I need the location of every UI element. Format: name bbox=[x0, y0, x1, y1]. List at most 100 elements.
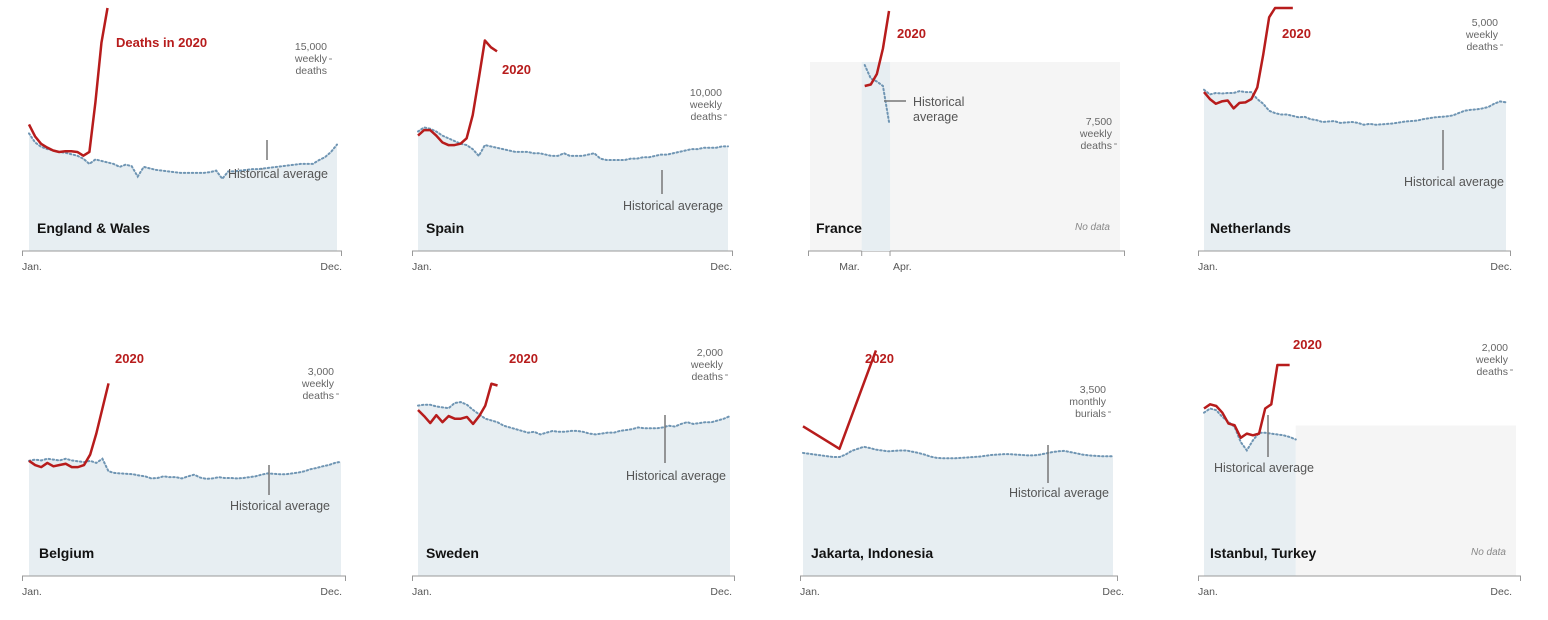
scale-label: weekly bbox=[690, 359, 724, 371]
scale-label: weekly bbox=[689, 99, 723, 111]
x-axis-start-label: Jan. bbox=[412, 586, 432, 598]
historical-average-line bbox=[802, 445, 1114, 460]
scale-label: burials bbox=[1075, 408, 1106, 420]
historical-average-line bbox=[417, 401, 731, 436]
scale-label: deaths bbox=[1476, 366, 1508, 378]
deaths-2020-line bbox=[417, 382, 498, 426]
historical-average-label: Historical average bbox=[228, 167, 328, 181]
scale-label: deaths bbox=[691, 371, 723, 383]
scale-label: weekly bbox=[301, 378, 335, 390]
historical-average-label: Historical average bbox=[1404, 175, 1504, 189]
x-axis-start-label: Jan. bbox=[1198, 586, 1218, 598]
scale-label: deaths bbox=[1466, 41, 1498, 53]
chart-panel: Belgium 2020 3,000 weekly deaths Historical a… bbox=[22, 335, 352, 610]
chart-title: Istanbul, Turkey bbox=[1210, 545, 1317, 561]
scale-label: deaths bbox=[302, 390, 334, 402]
x-axis-end-label: Dec. bbox=[320, 586, 342, 598]
x-axis-end-label: Dec. bbox=[710, 586, 732, 598]
x-axis-start-label: Jan. bbox=[22, 586, 42, 598]
x-axis-start-label: Jan. bbox=[412, 261, 432, 273]
series-label-2020: Deaths in 2020 bbox=[116, 35, 207, 50]
historical-average-label: Historical average bbox=[1214, 461, 1314, 475]
scale-label: 2,000 bbox=[697, 347, 723, 359]
series-label-2020: 2020 bbox=[115, 351, 144, 366]
historical-average-area bbox=[1204, 89, 1506, 251]
series-label-2020: 2020 bbox=[897, 26, 926, 41]
chart-title: Jakarta, Indonesia bbox=[811, 545, 933, 561]
historical-average-label: Historical average bbox=[1009, 486, 1109, 500]
series-label-2020: 2020 bbox=[865, 351, 894, 366]
historical-average-label: Historical average bbox=[623, 199, 723, 213]
no-data-label: No data bbox=[1075, 222, 1110, 233]
chart-panel: Jakarta, Indonesia 2020 3,500 monthly burial… bbox=[800, 335, 1135, 610]
chart-panel: Spain 2020 10,000 weekly deaths Historical av… bbox=[412, 10, 742, 285]
historical-average-line bbox=[28, 132, 338, 181]
historical-average-area bbox=[803, 446, 1113, 576]
chart-panel: Netherlands 2020 5,000 weekly deaths Historic… bbox=[1198, 6, 1528, 285]
scale-label: 2,000 bbox=[1482, 342, 1508, 354]
x-axis-start-label: Jan. bbox=[22, 261, 42, 273]
series-label-2020: 2020 bbox=[509, 351, 538, 366]
historical-average-line bbox=[417, 126, 729, 162]
deaths-2020-line bbox=[28, 383, 110, 469]
historical-average-area bbox=[418, 127, 728, 251]
historical-average-line bbox=[863, 64, 891, 123]
x-axis-band-end-label: Apr. bbox=[893, 261, 912, 273]
deaths-2020-line bbox=[1203, 6, 1293, 110]
historical-average-area bbox=[1204, 408, 1296, 576]
scale-label: deaths bbox=[1080, 140, 1112, 152]
chart-title: Spain bbox=[426, 220, 464, 236]
no-data-region bbox=[1295, 425, 1516, 576]
scale-label: 3,000 bbox=[308, 366, 334, 378]
scale-label: 3,500 bbox=[1080, 384, 1106, 396]
historical-average-area bbox=[418, 402, 730, 576]
scale-label: 10,000 bbox=[690, 87, 722, 99]
deaths-2020-line bbox=[802, 349, 878, 451]
historical-average-area bbox=[29, 458, 341, 576]
historical-average-label: average bbox=[913, 110, 958, 124]
series-label-2020: 2020 bbox=[1282, 26, 1311, 41]
no-data-region bbox=[810, 62, 1120, 251]
chart-title: France bbox=[816, 220, 862, 236]
no-data-label: No data bbox=[1471, 547, 1506, 558]
x-axis-end-label: Dec. bbox=[710, 261, 732, 273]
deaths-2020-line bbox=[864, 10, 891, 88]
data-band bbox=[861, 62, 891, 251]
scale-label: weekly bbox=[1079, 128, 1113, 140]
chart-title: Sweden bbox=[426, 545, 479, 561]
chart-panel: Sweden 2020 2,000 weekly deaths Historical av… bbox=[412, 335, 742, 610]
chart-panel: Istanbul, Turkey 2020 2,000 weekly deaths His… bbox=[1198, 335, 1528, 610]
chart-title: England & Wales bbox=[37, 220, 150, 236]
deaths-2020-line bbox=[1203, 363, 1290, 440]
historical-average-line bbox=[1203, 407, 1297, 453]
scale-label: 5,000 bbox=[1472, 17, 1498, 29]
x-axis-end-label: Dec. bbox=[1490, 261, 1512, 273]
chart-svg: Jakarta, Indonesia 2020 3,500monthlyburial… bbox=[800, 349, 1124, 598]
series-label-2020: 2020 bbox=[1293, 337, 1322, 352]
historical-average-label: Historical average bbox=[626, 469, 726, 483]
historical-average-label: Historical average bbox=[230, 499, 330, 513]
scale-label: weekly bbox=[1465, 29, 1499, 41]
chart-panel: England & Wales Deaths in 2020 15,000 weekl… bbox=[22, 7, 352, 285]
deaths-2020-line bbox=[27, 7, 109, 157]
x-axis-band-start-label: Mar. bbox=[839, 261, 859, 273]
chart-title: Belgium bbox=[39, 545, 94, 561]
deaths-2020-line bbox=[417, 39, 498, 147]
chart-title: Netherlands bbox=[1210, 220, 1291, 236]
scale-label: deaths bbox=[295, 65, 327, 77]
chart-panel: France 2020 7,500 weekly deaths Historical ave… bbox=[808, 10, 1138, 285]
x-axis-start-label: Jan. bbox=[1198, 261, 1218, 273]
x-axis-start-label: Jan. bbox=[800, 586, 820, 598]
scale-label: 7,500 bbox=[1086, 116, 1112, 128]
scale-label: weekly bbox=[1475, 354, 1509, 366]
series-label-2020: 2020 bbox=[502, 62, 531, 77]
x-axis-end-label: Dec. bbox=[320, 261, 342, 273]
historical-average-label: Historical bbox=[913, 95, 964, 109]
scale-label: monthly bbox=[1069, 396, 1107, 408]
